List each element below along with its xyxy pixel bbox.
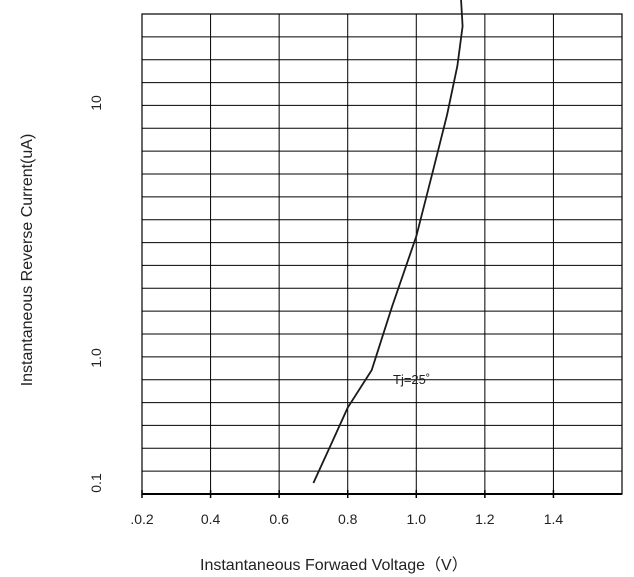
x-tick-label: 0.4 bbox=[201, 511, 221, 527]
x-tick-label: 0.6 bbox=[269, 511, 289, 527]
x-axis-ticks: .0.2 0.4 0.6 0.8 1.0 1.2 1.4 bbox=[130, 490, 563, 527]
y-tick-label: 1.0 bbox=[88, 348, 104, 368]
chart-grid bbox=[142, 14, 622, 494]
series-line bbox=[312, 0, 464, 484]
x-tick-label: 1.2 bbox=[475, 511, 495, 527]
y-axis-label: Instantaneous Reverse Current(uA) bbox=[19, 134, 36, 387]
plot-frame bbox=[141, 13, 623, 495]
temperature-annotation: Tj=25˚ bbox=[393, 372, 430, 387]
y-tick-label: 0.1 bbox=[88, 473, 104, 493]
x-tick-label: 0.8 bbox=[338, 511, 358, 527]
x-tick-label: 1.4 bbox=[544, 511, 564, 527]
y-axis-ticks: 0.1 1.0 10 bbox=[88, 95, 104, 493]
x-tick-label: 1.0 bbox=[407, 511, 427, 527]
x-axis-label: Instantaneous Forwaed Voltage（V） bbox=[200, 556, 468, 574]
x-tick-label: .0.2 bbox=[130, 511, 154, 527]
y-tick-label: 10 bbox=[88, 95, 104, 111]
